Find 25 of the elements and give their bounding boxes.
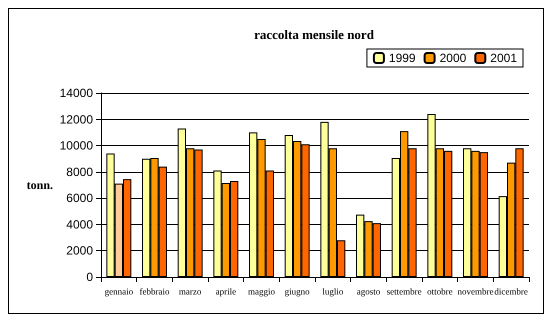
legend-label: 2000 [440, 51, 467, 65]
x-tick-label: aprile [216, 286, 236, 296]
y-tick-label: 4000 [66, 217, 94, 232]
y-axis-title: tonn. [26, 178, 53, 192]
x-tick-label: marzo [178, 286, 202, 296]
x-tick-label: luglio [322, 286, 344, 296]
y-tick-label: 6000 [66, 191, 94, 206]
y-tick-label: 2000 [66, 244, 94, 258]
x-tick-label: maggio [248, 286, 276, 296]
x-tick-label: giugno [284, 286, 310, 296]
x-tick-label: agosto [356, 286, 381, 296]
x-tick-label: ottobre [427, 286, 453, 296]
x-tick-label: novembre [458, 286, 494, 296]
legend-label: 1999 [388, 51, 416, 65]
y-tick-label: 14000 [60, 86, 94, 100]
y-tick-label: 8000 [66, 164, 94, 179]
y-tick-label: 12000 [60, 112, 94, 126]
x-tick-label: febbraio [140, 286, 170, 296]
x-tick-label: dicembre [494, 286, 528, 296]
x-tick-label: settembre [386, 286, 422, 296]
legend-label: 2001 [490, 51, 518, 65]
y-tick-label: 10000 [60, 138, 94, 153]
y-tick-label: 0 [86, 270, 94, 284]
x-tick-label: gennaio [104, 286, 134, 296]
chart-title: raccolta mensile nord [254, 27, 375, 42]
